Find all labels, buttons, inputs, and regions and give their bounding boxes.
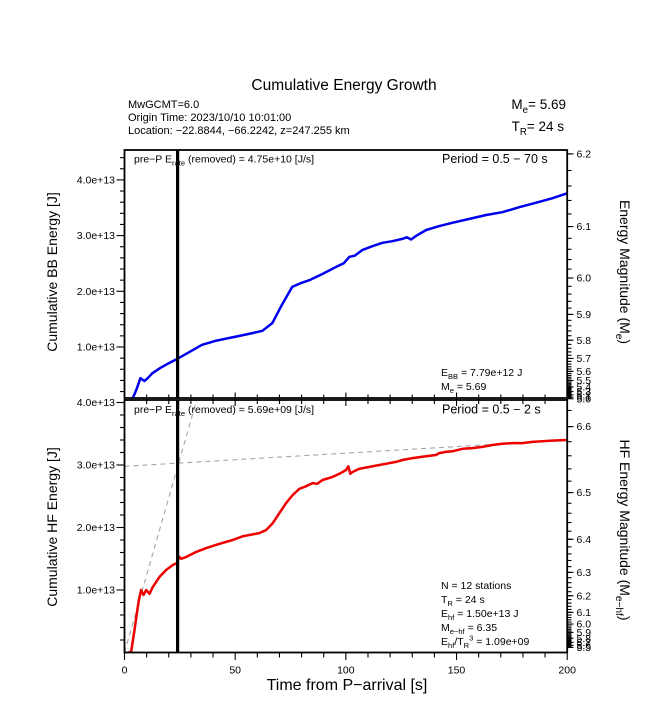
right-tick-label: 5.5 bbox=[577, 375, 592, 387]
bb-magnitude-annotation: Me = 5.69 bbox=[441, 381, 487, 395]
growth_fit-dashed-line bbox=[124, 400, 198, 653]
axis-ticks: 1.0e+132.0e+133.0e+134.0e+136.26.16.05.9… bbox=[77, 148, 592, 676]
left-tick-label: 2.0e+13 bbox=[77, 286, 115, 298]
hf-ratio-annotation: Ehf/TR3 = 1.09e+09 bbox=[441, 634, 530, 651]
x-axis-title: Time from P−arrival [s] bbox=[267, 677, 428, 694]
event-location-line: Location: −22.8844, −66.2242, z=247.255 … bbox=[128, 125, 350, 137]
hf-panel-border bbox=[123, 399, 569, 654]
right-tick-label: 6.2 bbox=[577, 590, 592, 602]
hf-period-label: Period = 0.5 − 2 s bbox=[442, 403, 541, 417]
right-tick-label: 5.6 bbox=[577, 366, 592, 378]
left-tick-label: 4.0e+13 bbox=[77, 397, 115, 409]
cumulative_hf_energy-curve bbox=[127, 438, 568, 653]
hf-panel-curves bbox=[124, 400, 568, 653]
x-tick-label: 200 bbox=[558, 665, 576, 677]
hf-y-axis-title: Cumulative HF Energy [J] bbox=[44, 447, 60, 607]
right-tick-label: 5.1 bbox=[577, 392, 592, 404]
right-tick-label: 5.7 bbox=[577, 637, 592, 649]
hf-magnitude-annotation: Me−hf = 6.35 bbox=[441, 622, 497, 636]
right-tick-label: 6.4 bbox=[577, 534, 592, 546]
result-tr-value: TR= 24 s bbox=[512, 119, 565, 138]
left-tick-label: 4.0e+13 bbox=[77, 175, 115, 187]
right-tick-label: 6.5 bbox=[577, 487, 592, 499]
hf-stations-annotation: N = 12 stations bbox=[441, 580, 511, 592]
hf-energy-annotation: Ehf = 1.50e+13 J bbox=[441, 608, 519, 622]
right-tick-label: 5.7 bbox=[577, 353, 592, 365]
right-tick-label: 5.8 bbox=[577, 335, 592, 347]
right-tick-label: 5.8 bbox=[577, 633, 592, 645]
right-tick-label: 5.0 bbox=[577, 393, 592, 405]
bb-panel-border bbox=[123, 149, 569, 399]
hf-tr-annotation: TR = 24 s bbox=[441, 594, 485, 608]
x-tick-label: 0 bbox=[122, 665, 128, 677]
left-tick-label: 1.0e+13 bbox=[77, 585, 115, 597]
right-tick-label: 6.3 bbox=[577, 567, 592, 579]
right-tick-label: 5.4 bbox=[577, 382, 592, 394]
hf-right-axis-title: HF Energy Magnitude (Me−hf) bbox=[613, 440, 633, 621]
result-me-value: Me= 5.69 bbox=[511, 97, 566, 116]
left-tick-label: 3.0e+13 bbox=[77, 230, 115, 242]
right-tick-label: 5.2 bbox=[577, 389, 592, 401]
x-tick-label: 100 bbox=[337, 665, 355, 677]
bb-period-label: Period = 0.5 − 70 s bbox=[442, 152, 548, 166]
bb-right-axis-title: Energy Magnitude (Me) bbox=[613, 200, 633, 344]
left-tick-label: 2.0e+13 bbox=[77, 522, 115, 534]
right-tick-label: 6.6 bbox=[577, 421, 592, 433]
right-tick-label: 5.6 bbox=[577, 640, 592, 652]
right-tick-label: 5.9 bbox=[577, 627, 592, 639]
right-tick-label: 5.3 bbox=[577, 386, 592, 398]
bb-energy-annotation: EBB = 7.79e+12 J bbox=[441, 367, 522, 381]
right-tick-label: 6.2 bbox=[577, 148, 592, 160]
left-tick-label: 1.0e+13 bbox=[77, 342, 115, 354]
event-origin-time-line: Origin Time: 2023/10/10 10:01:00 bbox=[128, 112, 291, 124]
left-tick-label: 3.0e+13 bbox=[77, 460, 115, 472]
x-tick-label: 50 bbox=[229, 665, 241, 677]
bb-prep-rate-label: pre−P Erate (removed) = 4.75e+10 [J/s] bbox=[134, 154, 314, 168]
right-tick-label: 6.0 bbox=[577, 619, 592, 631]
right-tick-label: 6.0 bbox=[577, 273, 592, 285]
right-tick-label: 6.1 bbox=[577, 607, 592, 619]
hf-prep-rate-label: pre−P Erate (removed) = 5.69e+09 [J/s] bbox=[134, 404, 314, 418]
page-title: Cumulative Energy Growth bbox=[251, 77, 436, 94]
bb-panel-curves bbox=[131, 192, 568, 398]
bb-y-axis-title: Cumulative BB Energy [J] bbox=[44, 192, 60, 352]
right-tick-label: 5.5 bbox=[577, 642, 592, 654]
x-tick-label: 150 bbox=[448, 665, 466, 677]
cumulative_bb_energy-curve bbox=[131, 192, 568, 398]
right-tick-label: 5.9 bbox=[577, 309, 592, 321]
right-tick-label: 6.1 bbox=[577, 221, 592, 233]
event-mw-line: MwGCMT=6.0 bbox=[128, 99, 199, 111]
